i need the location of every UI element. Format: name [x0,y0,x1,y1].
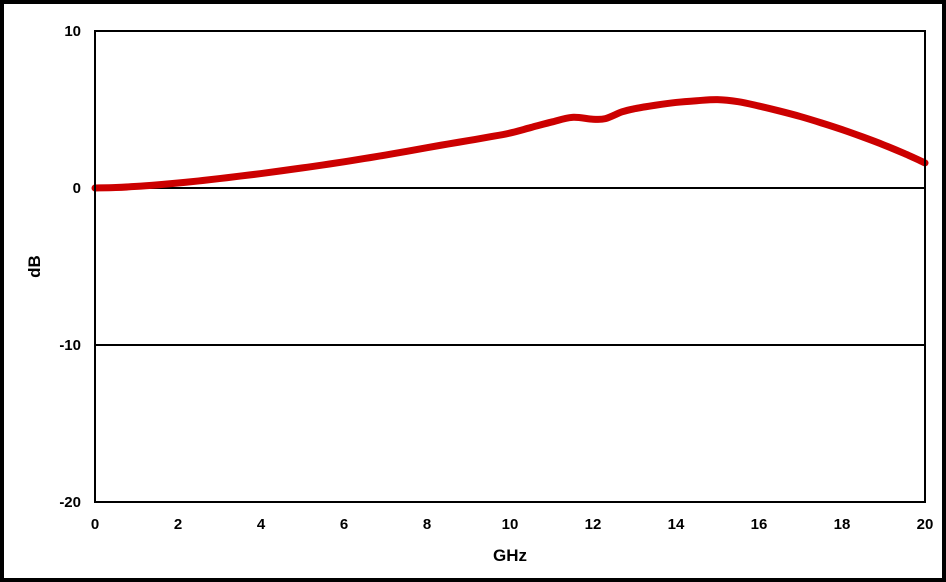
series-layer [91,96,929,192]
x-tick-label: 12 [585,516,602,533]
y-tick-label: 0 [73,180,81,197]
line-chart: 0 2 4 6 8 10 12 14 16 18 20 -20 -10 0 10 GHz dB [25,23,934,565]
x-tick-label: 18 [834,516,851,533]
x-tick-label: 20 [917,516,934,533]
series-line-0 [91,96,929,192]
x-tick-label: 8 [423,516,431,533]
x-tick-label: 6 [340,516,348,533]
y-axis-label: dB [25,255,44,278]
y-tick-label: -20 [59,494,81,511]
y-tick-label: 10 [64,23,81,40]
x-tick-label: 4 [257,516,266,533]
x-tick-labels: 0 2 4 6 8 10 12 14 16 18 20 [91,516,934,533]
x-tick-label: 10 [502,516,519,533]
x-tick-label: 16 [751,516,768,533]
x-tick-label: 0 [91,516,99,533]
x-tick-label: 14 [668,516,685,533]
x-axis-label: GHz [493,546,527,565]
x-tick-label: 2 [174,516,182,533]
plot-area-border [94,30,926,503]
gridlines [95,187,925,346]
y-tick-labels: -20 -10 0 10 [59,23,81,511]
y-tick-label: -10 [59,337,81,354]
